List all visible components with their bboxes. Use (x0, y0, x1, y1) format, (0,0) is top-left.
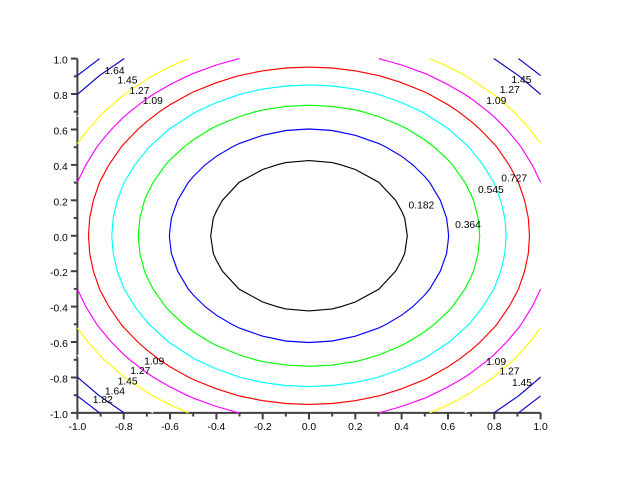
svg-text:1.64: 1.64 (105, 66, 125, 77)
svg-text:1.09: 1.09 (143, 96, 163, 107)
svg-text:1.0: 1.0 (53, 56, 68, 67)
svg-text:0.545: 0.545 (478, 185, 504, 196)
svg-text:0.6: 0.6 (441, 422, 456, 433)
svg-text:1.45: 1.45 (118, 377, 138, 388)
svg-text:-0.4: -0.4 (50, 304, 68, 315)
svg-text:0.8: 0.8 (487, 422, 502, 433)
svg-text:1.45: 1.45 (117, 76, 137, 87)
svg-text:1.45: 1.45 (511, 75, 531, 86)
svg-text:-0.2: -0.2 (50, 268, 68, 279)
svg-text:-1.0: -1.0 (69, 422, 87, 433)
svg-text:1.09: 1.09 (486, 357, 506, 368)
svg-text:1.27: 1.27 (499, 367, 519, 378)
svg-text:1.64: 1.64 (105, 386, 125, 397)
svg-text:1.82: 1.82 (93, 395, 113, 406)
svg-text:1.09: 1.09 (486, 96, 506, 107)
svg-text:1.27: 1.27 (130, 366, 150, 377)
svg-text:1.09: 1.09 (144, 357, 164, 368)
svg-text:0.8: 0.8 (53, 91, 68, 102)
svg-text:-0.4: -0.4 (208, 422, 226, 433)
svg-text:-1.0: -1.0 (50, 410, 68, 421)
svg-text:0.2: 0.2 (348, 422, 363, 433)
svg-text:0.727: 0.727 (501, 174, 527, 185)
svg-text:0.4: 0.4 (53, 162, 68, 173)
svg-text:1.0: 1.0 (533, 422, 548, 433)
svg-text:-0.8: -0.8 (115, 422, 133, 433)
svg-text:0.6: 0.6 (53, 127, 68, 138)
svg-text:-0.6: -0.6 (50, 339, 68, 350)
svg-text:1.27: 1.27 (129, 86, 149, 97)
svg-text:0.0: 0.0 (302, 422, 317, 433)
svg-text:0.182: 0.182 (409, 201, 435, 212)
svg-text:0.2: 0.2 (53, 197, 68, 208)
svg-text:-0.6: -0.6 (161, 422, 179, 433)
svg-text:0.4: 0.4 (394, 422, 409, 433)
svg-text:-0.2: -0.2 (254, 422, 272, 433)
svg-text:0.0: 0.0 (53, 233, 68, 244)
svg-text:1.27: 1.27 (500, 85, 520, 96)
svg-text:0.364: 0.364 (455, 220, 481, 231)
svg-text:1.45: 1.45 (512, 378, 532, 389)
svg-text:-0.8: -0.8 (50, 375, 68, 386)
